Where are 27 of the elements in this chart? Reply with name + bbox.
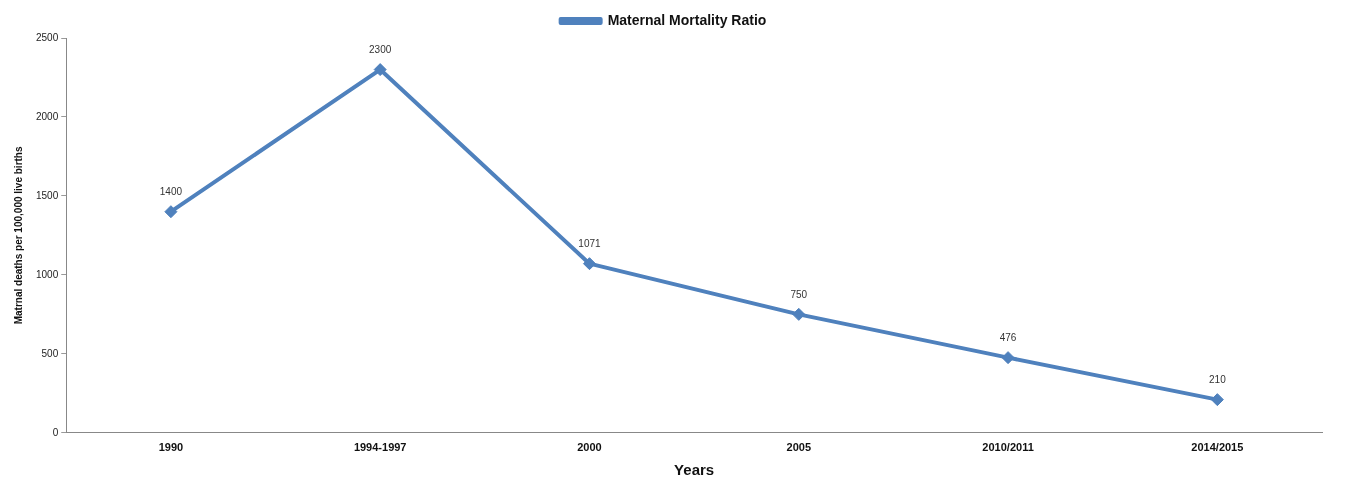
x-tick-label: 2014/2015: [1191, 441, 1244, 454]
y-tick-label: 0: [52, 426, 59, 438]
y-axis-title: Matrnal deaths per 100,000 live births: [12, 146, 24, 325]
x-tick-label: 2005: [786, 441, 812, 454]
data-label: 1400: [159, 186, 183, 198]
x-tick-label: 2000: [577, 441, 602, 454]
x-tick-label: 1990: [158, 441, 184, 454]
data-label: 210: [1209, 374, 1227, 386]
data-label: 1071: [578, 238, 602, 250]
data-label: 2300: [369, 44, 392, 56]
y-tick-label: 500: [41, 347, 59, 359]
y-tick-label: 2500: [36, 31, 59, 43]
data-label: 750: [790, 289, 808, 301]
point: [792, 307, 806, 321]
x-tick-label: 1994-1997: [353, 441, 407, 454]
legend-label: Maternal Mortality Ratio: [607, 11, 767, 28]
y-tick-label: 2000: [36, 110, 59, 122]
point: [164, 205, 178, 219]
y-tick-label: 1000: [36, 268, 59, 280]
point: [1001, 351, 1015, 365]
y-tick-label: 1500: [36, 189, 59, 201]
data-label: 476: [999, 332, 1017, 344]
point: [373, 63, 387, 77]
x-axis-title: Years: [674, 461, 715, 479]
x-tick-label: 2010/2011: [982, 441, 1034, 454]
point: [582, 257, 596, 271]
point: [1210, 393, 1224, 407]
